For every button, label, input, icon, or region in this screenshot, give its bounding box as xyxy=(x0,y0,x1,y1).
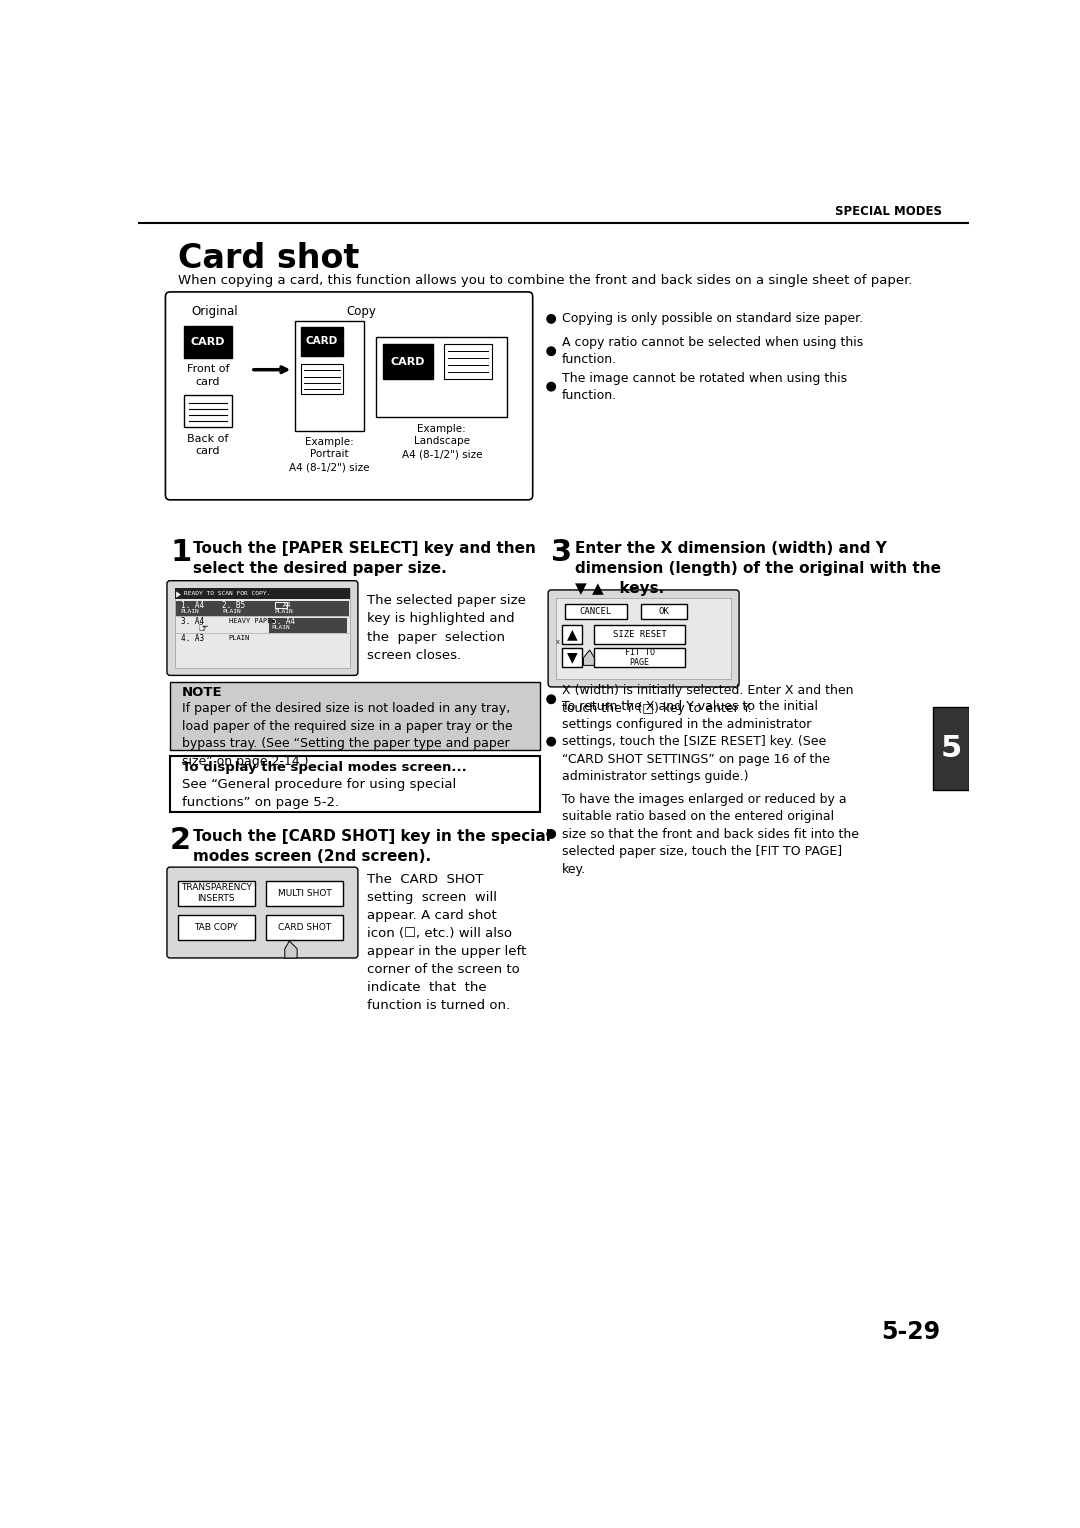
Bar xyxy=(301,364,343,394)
Polygon shape xyxy=(176,591,180,597)
Bar xyxy=(562,625,582,643)
Text: To have the images enlarged or reduced by a
suitable ratio based on the entered : To have the images enlarged or reduced b… xyxy=(562,793,859,876)
Text: Original: Original xyxy=(191,306,238,318)
Text: SIZE RESET: SIZE RESET xyxy=(612,630,666,639)
Text: OK: OK xyxy=(658,607,669,616)
Text: Touch the [CARD SHOT] key in the special
modes screen (2nd screen).: Touch the [CARD SHOT] key in the special… xyxy=(193,828,551,863)
Text: If paper of the desired size is not loaded in any tray,
load paper of the requir: If paper of the desired size is not load… xyxy=(181,703,512,769)
Bar xyxy=(444,344,491,379)
Text: 5-29: 5-29 xyxy=(881,1320,940,1345)
Text: PLAIN: PLAIN xyxy=(180,610,200,614)
Text: 5: 5 xyxy=(941,733,962,762)
FancyBboxPatch shape xyxy=(549,590,739,688)
Bar xyxy=(170,756,540,811)
Text: ☞: ☞ xyxy=(198,622,210,636)
Bar xyxy=(176,601,349,616)
Polygon shape xyxy=(285,941,297,958)
Bar xyxy=(267,882,343,906)
Text: CARD: CARD xyxy=(190,338,225,347)
Circle shape xyxy=(546,382,555,391)
Bar xyxy=(295,321,364,431)
Text: PLAIN: PLAIN xyxy=(222,610,241,614)
Text: FIT TO
PAGE: FIT TO PAGE xyxy=(624,648,654,668)
Text: TRANSPARENCY
INSERTS: TRANSPARENCY INSERTS xyxy=(180,883,252,903)
Text: Enter the X dimension (width) and Y
dimension (length) of the original with the
: Enter the X dimension (width) and Y dime… xyxy=(575,541,941,596)
Text: TAB COPY: TAB COPY xyxy=(194,923,238,932)
Text: Example:
Landscape
A4 (8-1/2") size: Example: Landscape A4 (8-1/2") size xyxy=(402,423,482,460)
Bar xyxy=(184,325,231,358)
Text: X (width) is initially selected. Enter X and then
touch the Y (□) key to enter Y: X (width) is initially selected. Enter X… xyxy=(562,685,853,715)
Text: 4. A3: 4. A3 xyxy=(180,634,204,643)
Circle shape xyxy=(546,695,555,703)
Text: To return the X and Y values to the initial
settings configured in the administr: To return the X and Y values to the init… xyxy=(562,700,829,784)
Circle shape xyxy=(546,830,555,839)
Bar xyxy=(274,602,287,608)
Text: ▲: ▲ xyxy=(567,628,578,642)
Circle shape xyxy=(546,347,555,356)
Bar xyxy=(594,648,685,666)
Bar xyxy=(269,617,347,633)
Bar xyxy=(175,588,350,599)
Text: See “General procedure for using special
functions” on page 5-2.: See “General procedure for using special… xyxy=(181,778,456,808)
Text: PLAIN: PLAIN xyxy=(272,625,291,630)
FancyBboxPatch shape xyxy=(165,292,532,500)
Text: A4: A4 xyxy=(283,602,291,608)
Polygon shape xyxy=(583,649,594,665)
Bar xyxy=(562,648,582,666)
Text: Example:
Portrait
A4 (8-1/2") size: Example: Portrait A4 (8-1/2") size xyxy=(289,437,369,472)
Bar xyxy=(556,597,731,680)
Text: PLAIN: PLAIN xyxy=(229,636,249,642)
Text: Front of
card: Front of card xyxy=(187,364,229,387)
Text: 2. B5: 2. B5 xyxy=(222,601,245,610)
Circle shape xyxy=(546,738,555,746)
Bar xyxy=(184,396,231,428)
Circle shape xyxy=(546,315,555,322)
Bar xyxy=(377,336,508,417)
Bar xyxy=(594,625,685,643)
Text: 1. A4: 1. A4 xyxy=(180,601,204,610)
Text: When copying a card, this function allows you to combine the front and back side: When copying a card, this function allow… xyxy=(178,274,913,287)
Text: CARD SHOT: CARD SHOT xyxy=(279,923,332,932)
Text: HEAVY PAPER: HEAVY PAPER xyxy=(229,619,275,625)
Text: A copy ratio cannot be selected when using this
function.: A copy ratio cannot be selected when usi… xyxy=(562,336,863,367)
Bar xyxy=(933,707,970,790)
Bar xyxy=(301,327,343,356)
Text: CANCEL: CANCEL xyxy=(580,607,612,616)
Text: MULTI SHOT: MULTI SHOT xyxy=(278,889,332,898)
Text: 5. A4: 5. A4 xyxy=(272,617,295,626)
Text: Touch the [PAPER SELECT] key and then
select the desired paper size.: Touch the [PAPER SELECT] key and then se… xyxy=(193,541,536,576)
Bar xyxy=(170,683,540,750)
Text: Copying is only possible on standard size paper.: Copying is only possible on standard siz… xyxy=(562,312,863,325)
Bar xyxy=(267,915,343,940)
Text: 3: 3 xyxy=(551,538,572,567)
Bar xyxy=(640,604,687,619)
Text: The  CARD  SHOT
setting  screen  will
appear. A card shot
icon (☐, etc.) will al: The CARD SHOT setting screen will appear… xyxy=(367,874,526,1012)
Text: NOTE: NOTE xyxy=(181,686,222,698)
Text: READY TO SCAN FOR COPY.: READY TO SCAN FOR COPY. xyxy=(184,591,270,596)
Text: Card shot: Card shot xyxy=(178,241,360,275)
Bar xyxy=(565,604,626,619)
Text: ▼: ▼ xyxy=(567,651,578,665)
Bar xyxy=(175,588,350,668)
FancyBboxPatch shape xyxy=(167,866,357,958)
Bar xyxy=(382,344,433,379)
Text: PLAIN: PLAIN xyxy=(274,610,294,614)
Text: 3. A4: 3. A4 xyxy=(180,617,204,626)
Text: Back of
card: Back of card xyxy=(187,434,229,455)
Text: 1: 1 xyxy=(170,538,191,567)
Bar xyxy=(178,915,255,940)
Text: 2: 2 xyxy=(170,825,191,854)
FancyBboxPatch shape xyxy=(167,581,357,675)
Text: The image cannot be rotated when using this
function.: The image cannot be rotated when using t… xyxy=(562,371,847,402)
Text: SPECIAL MODES: SPECIAL MODES xyxy=(835,205,943,217)
Text: The selected paper size
key is highlighted and
the  paper  selection
screen clos: The selected paper size key is highlight… xyxy=(367,594,526,662)
Text: Copy: Copy xyxy=(346,306,376,318)
Text: X: X xyxy=(555,640,559,645)
Text: CARD: CARD xyxy=(390,356,424,367)
Text: CARD: CARD xyxy=(306,336,338,347)
Bar xyxy=(178,882,255,906)
Text: To display the special modes screen...: To display the special modes screen... xyxy=(181,761,467,773)
